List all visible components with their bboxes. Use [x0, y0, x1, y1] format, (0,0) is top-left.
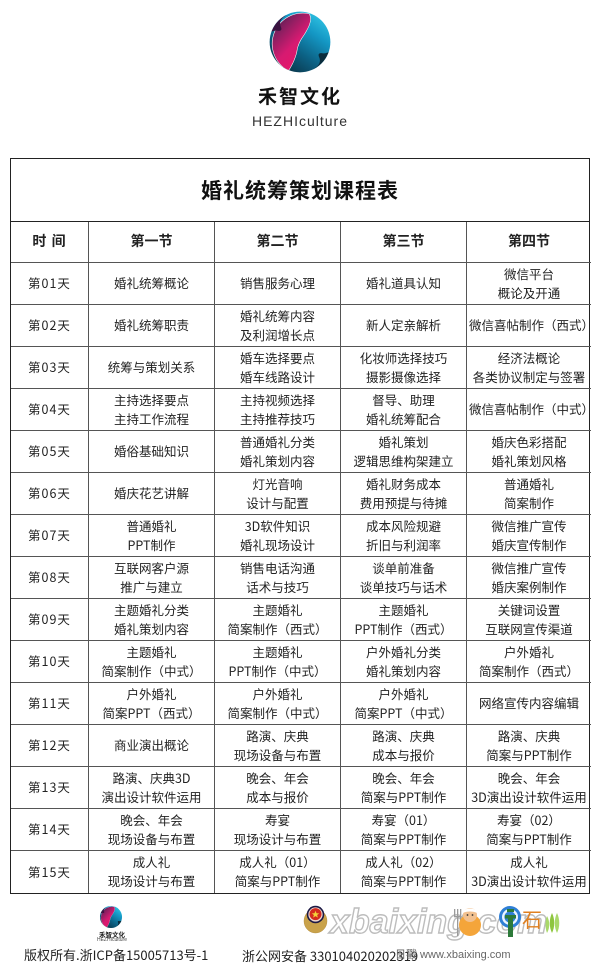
svg-text:石: 石 [522, 910, 542, 932]
